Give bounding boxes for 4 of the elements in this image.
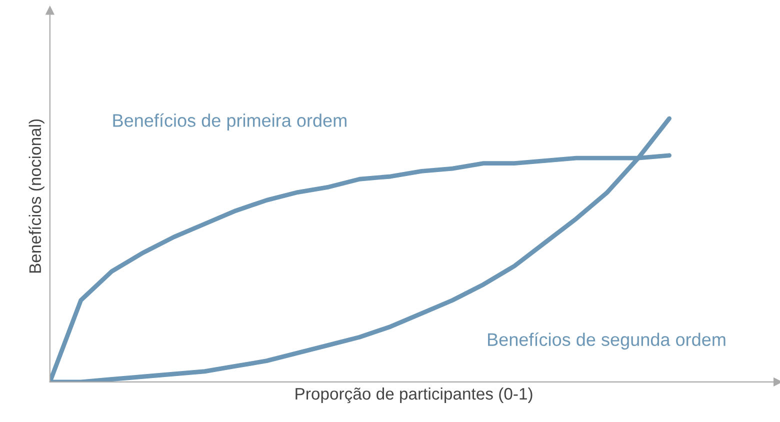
text: Benefícios de segunda ordem: [488, 332, 726, 350]
x-axis-title: Proporção de participantes (0-1): [296, 387, 532, 404]
y-axis-title: Benefícios (nocional): [28, 119, 44, 273]
text: Benefícios de primeira ordem: [113, 113, 346, 130]
